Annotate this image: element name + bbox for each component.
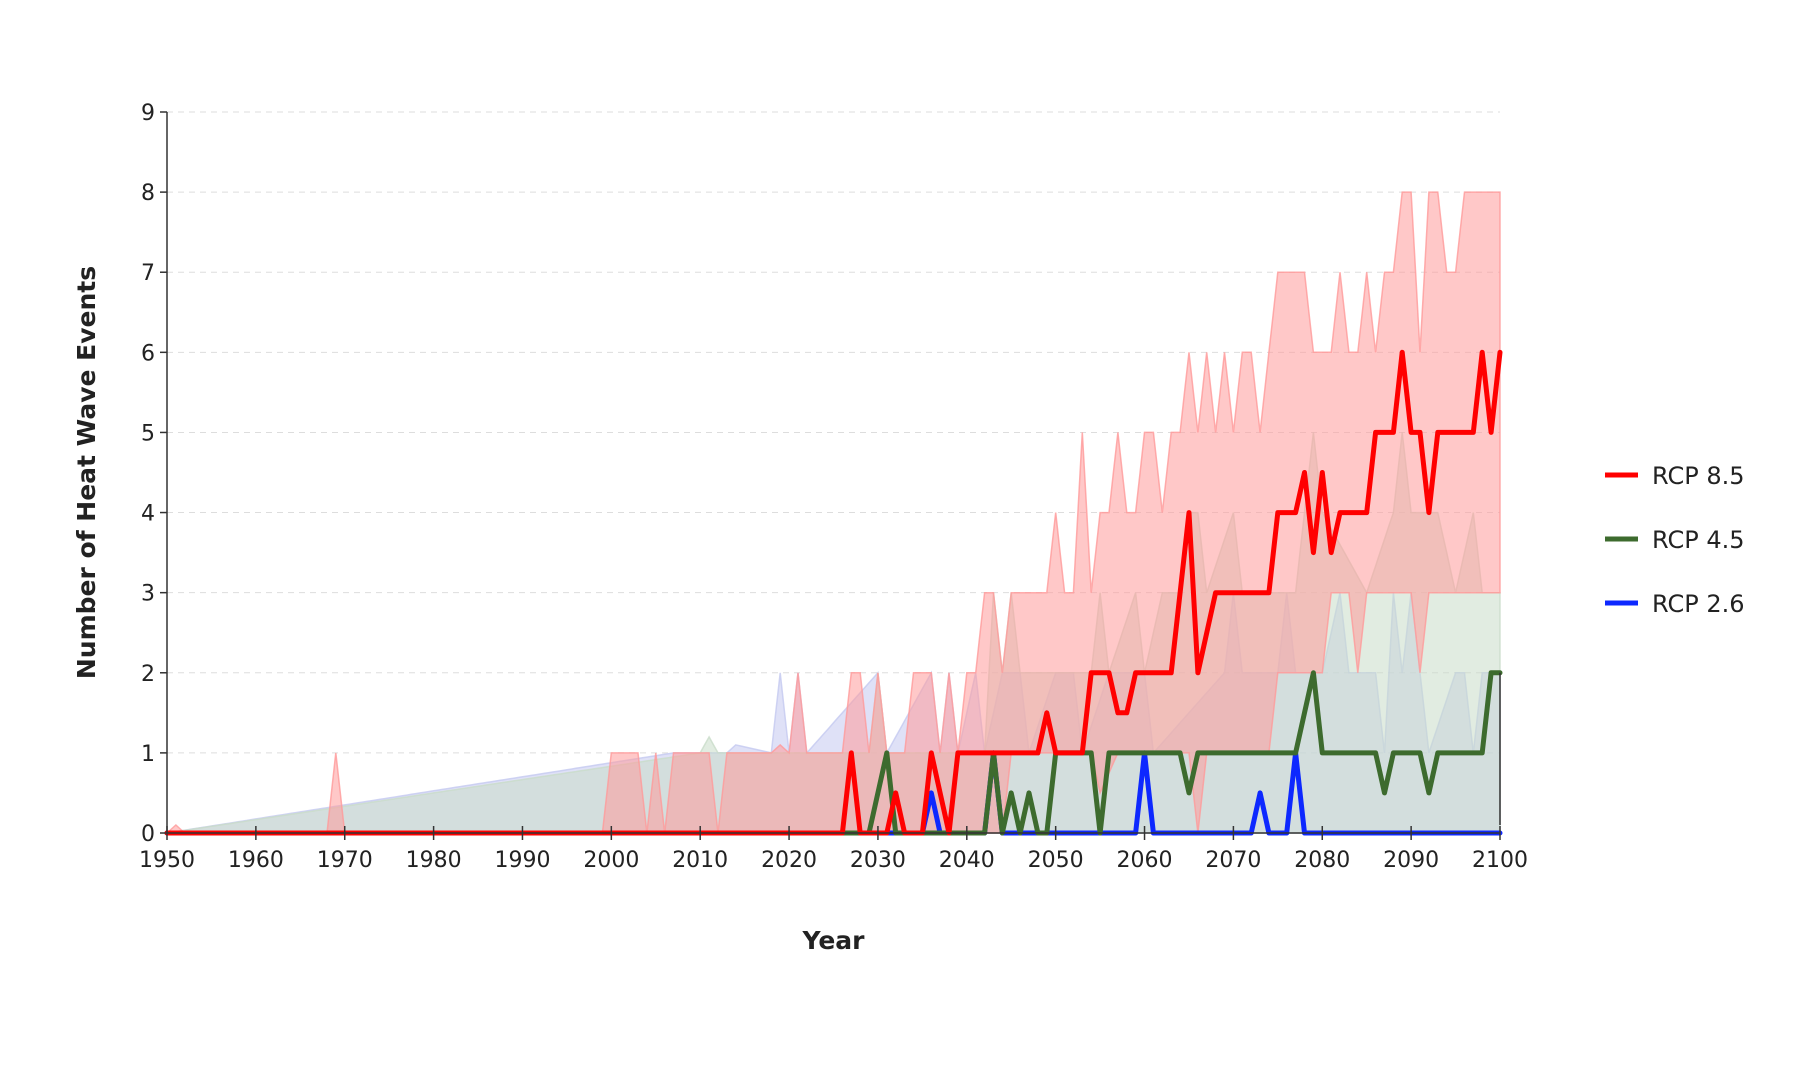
x-tick-label: 2100: [1472, 848, 1528, 873]
y-tick-label: 2: [141, 662, 155, 687]
x-tick-label: 2050: [1028, 848, 1084, 873]
y-tick-label: 4: [141, 502, 155, 527]
x-tick-label: 2070: [1205, 848, 1261, 873]
x-tick-label: 1960: [228, 848, 284, 873]
x-tick-label: 1980: [406, 848, 462, 873]
y-tick-label: 9: [141, 101, 155, 126]
x-tick-label: 1950: [139, 848, 195, 873]
x-tick-label: 1970: [317, 848, 373, 873]
y-tick-label: 1: [141, 742, 155, 767]
line-rcp-4-5: [164, 670, 1503, 836]
y-tick-label: 3: [141, 582, 155, 607]
line-rcp-8-5: [164, 349, 1503, 836]
y-tick-label: 5: [141, 421, 155, 446]
legend-label-rcp-8-5: RCP 8.5: [1652, 462, 1745, 490]
y-tick-label: 6: [141, 341, 155, 366]
x-axis-title: Year: [802, 926, 866, 955]
x-tick-label: 2020: [761, 848, 817, 873]
axes: 0 1 2 3 4 5 6 7 8 9 1950 1960 1970 1980 1990 2000 2010 20…: [139, 101, 1528, 873]
x-tick-label: 1990: [494, 848, 550, 873]
y-tick-label: 0: [141, 822, 155, 847]
x-tick-label: 2080: [1294, 848, 1350, 873]
x-tick-label: 2010: [672, 848, 728, 873]
y-axis-title: Number of Heat Wave Events: [72, 266, 101, 679]
x-tick-label: 2000: [583, 848, 639, 873]
legend-label-rcp-2-6: RCP 2.6: [1652, 590, 1745, 618]
x-tick-label: 2030: [850, 848, 906, 873]
legend-label-rcp-4-5: RCP 4.5: [1652, 526, 1745, 554]
y-tick-label: 7: [141, 261, 155, 286]
median-lines: [164, 349, 1503, 836]
x-tick-label: 2040: [939, 848, 995, 873]
legend: RCP 8.5 RCP 4.5 RCP 2.6: [1605, 462, 1745, 618]
y-tick-label: 8: [141, 181, 155, 206]
gridlines: [167, 111, 1500, 754]
x-tick-label: 2090: [1383, 848, 1439, 873]
x-tick-label: 2060: [1117, 848, 1173, 873]
